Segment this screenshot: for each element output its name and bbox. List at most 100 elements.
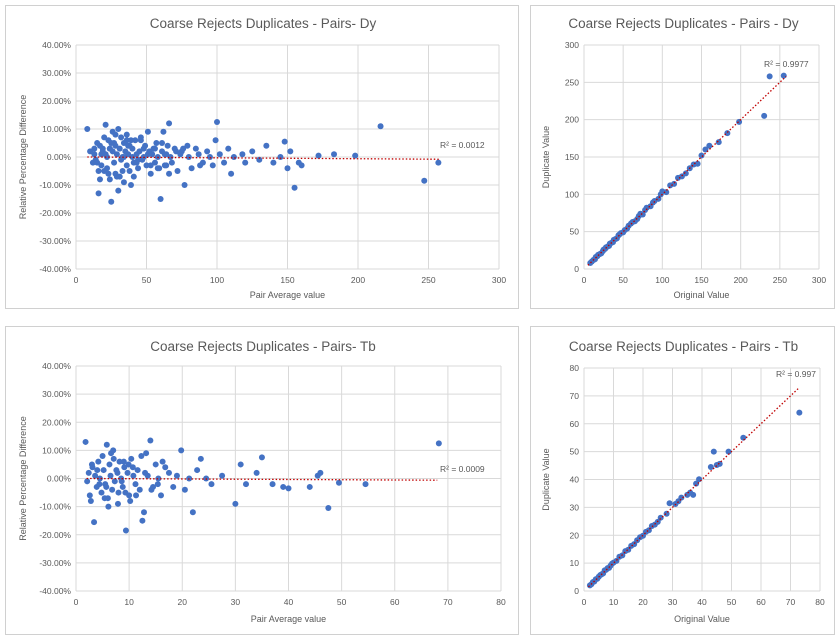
data-point <box>107 472 114 479</box>
data-point <box>127 498 134 504</box>
data-point <box>102 151 109 158</box>
data-point <box>91 151 98 158</box>
x-tick-label: 150 <box>694 275 708 285</box>
data-point <box>116 458 123 465</box>
data-point <box>284 165 291 172</box>
data-point <box>91 519 98 526</box>
x-tick-label: 300 <box>492 275 506 285</box>
data-point <box>352 152 359 159</box>
data-point <box>162 464 169 471</box>
data-point <box>204 148 211 155</box>
data-point <box>160 128 167 135</box>
data-point <box>114 500 121 507</box>
x-tick-label: 10 <box>124 597 134 607</box>
data-point <box>143 162 150 169</box>
data-point <box>116 145 123 152</box>
data-point <box>766 73 773 80</box>
chart-dy-scatter-panel: Coarse Rejects Duplicates - Pairs - Dy 0 5… <box>530 5 835 309</box>
data-point <box>139 517 146 524</box>
data-point <box>87 148 94 155</box>
chart-title: Coarse Rejects Duplicates - Pairs - Tb <box>569 339 798 354</box>
data-point <box>123 131 130 138</box>
x-tick-label: 60 <box>756 597 766 607</box>
data-point <box>121 464 128 471</box>
y-tick-label: -40.00% <box>39 586 71 596</box>
y-tick-label: 40.00% <box>42 361 71 371</box>
data-point <box>115 187 122 194</box>
y-tick-label: 20 <box>570 530 580 540</box>
data-point <box>87 498 94 504</box>
x-tick-label: 60 <box>390 597 400 607</box>
data-point <box>249 148 256 155</box>
data-point <box>192 145 199 152</box>
data-point <box>280 483 287 490</box>
data-point <box>82 438 89 445</box>
data-point <box>109 486 116 493</box>
data-point <box>168 159 175 166</box>
data-point <box>696 476 703 483</box>
data-point <box>377 123 384 130</box>
data-point <box>128 455 135 462</box>
data-point <box>129 145 136 152</box>
data-point <box>707 463 714 470</box>
data-point <box>136 148 143 155</box>
data-point <box>157 196 164 202</box>
data-point <box>105 503 112 510</box>
data-point <box>362 481 369 488</box>
data-point <box>88 461 95 468</box>
chart-tb-scatter-panel: Coarse Rejects Duplicates - Pairs - Tb 0 1… <box>530 326 835 635</box>
data-point <box>180 145 187 152</box>
data-point <box>663 189 670 196</box>
data-point <box>715 139 722 146</box>
data-point <box>123 162 130 169</box>
chart-title: Coarse Rejects Duplicates - Pairs- Dy <box>150 16 377 31</box>
y-axis-label: Duplicate Value <box>541 448 551 510</box>
data-point <box>105 170 112 177</box>
data-point <box>435 440 442 447</box>
data-point <box>147 437 154 444</box>
y-tick-label: -40.00% <box>39 264 71 274</box>
data-point <box>253 469 260 476</box>
data-point <box>154 165 161 172</box>
y-tick-label: 0.00% <box>47 474 72 484</box>
y-tick-label: -20.00% <box>39 208 71 218</box>
data-point <box>111 159 118 166</box>
data-point <box>120 458 127 465</box>
data-point <box>132 481 139 488</box>
x-tick-label: 40 <box>284 597 294 607</box>
y-tick-label: 70 <box>570 391 580 401</box>
data-point <box>298 162 305 169</box>
trendline <box>86 477 438 481</box>
data-point <box>173 148 180 155</box>
x-tick-label: 50 <box>727 597 737 607</box>
y-tick-label: 30.00% <box>42 389 71 399</box>
x-tick-label: 0 <box>582 275 587 285</box>
data-point <box>158 492 164 499</box>
data-point <box>325 505 332 512</box>
data-point <box>96 176 103 183</box>
data-point <box>110 455 117 462</box>
data-point <box>796 409 803 416</box>
data-point <box>170 483 177 490</box>
data-point <box>138 453 145 459</box>
x-tick-label: 70 <box>443 597 453 607</box>
data-point <box>166 120 173 127</box>
x-tick-label: 0 <box>74 275 79 285</box>
chart-dy-rpd-panel: Coarse Rejects Duplicates - Pairs- Dy -40… <box>5 5 519 309</box>
data-point <box>206 154 213 160</box>
data-point <box>725 448 732 455</box>
r-squared-label: R² = 0.9977 <box>764 59 809 69</box>
data-point <box>108 450 115 457</box>
data-point <box>101 495 108 502</box>
y-tick-label: -30.00% <box>39 236 71 246</box>
x-tick-label: 20 <box>638 597 648 607</box>
data-point <box>127 182 134 188</box>
x-tick-label: 150 <box>280 275 294 285</box>
trendline <box>87 156 440 160</box>
data-point <box>112 131 119 138</box>
x-tick-label: 50 <box>618 275 628 285</box>
data-point <box>99 145 106 152</box>
data-point <box>120 179 127 186</box>
data-point <box>149 151 156 158</box>
data-point <box>678 494 685 501</box>
